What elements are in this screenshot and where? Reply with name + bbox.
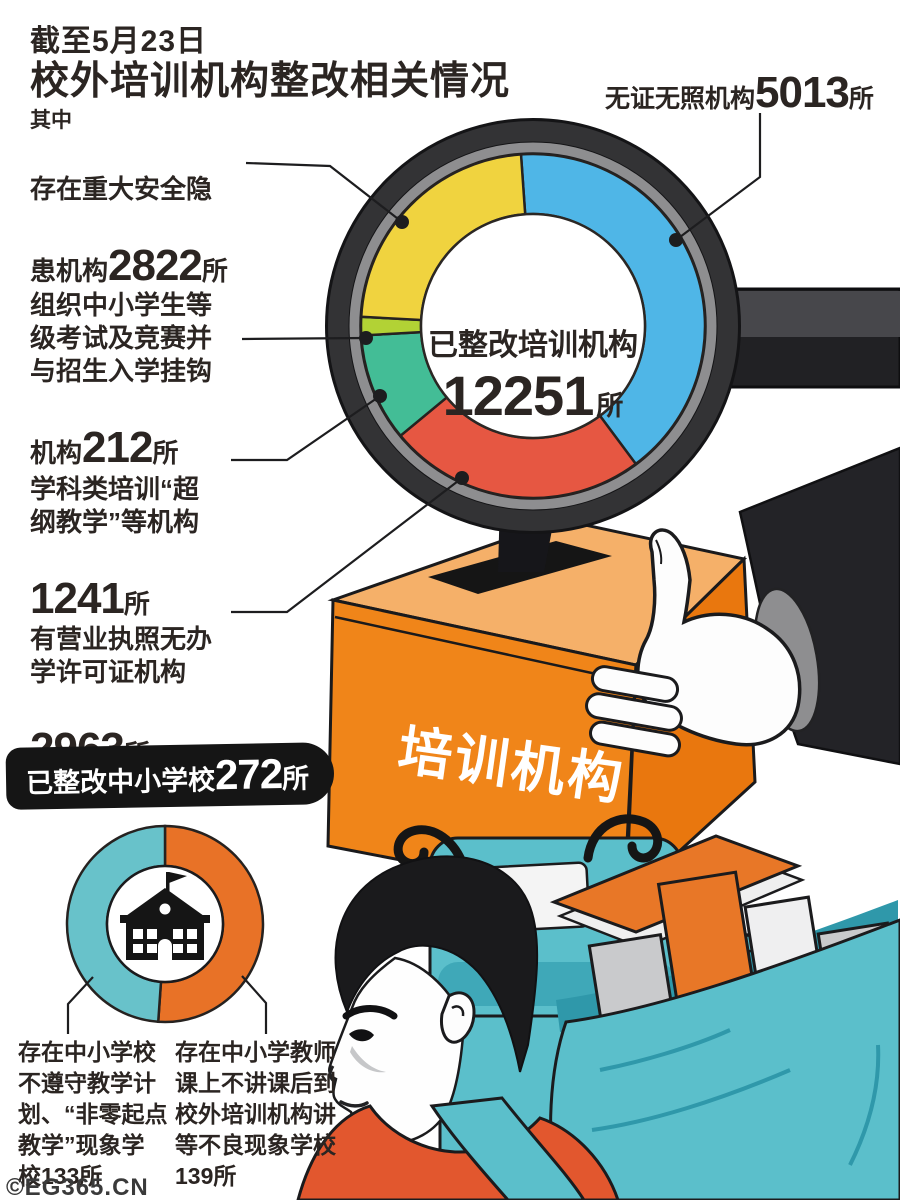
- callout-exam: 组织中小学生等 级考试及竞赛并 与招生入学挂钩 机构 212 所: [30, 256, 212, 504]
- callout-exam-pre: 机构: [30, 438, 83, 468]
- pouch-front: [549, 918, 900, 1200]
- qualifier-label: 其中: [30, 109, 72, 132]
- schools-banner-value: 272: [214, 750, 283, 799]
- callout-nocert-pre: 无证无照机构: [605, 85, 756, 113]
- magnifier-rim-gray: [349, 142, 717, 510]
- leader-safety: [245, 161, 403, 223]
- schools-banner: 已整改中小学校 272 所: [5, 742, 335, 810]
- leader-exam: [241, 336, 367, 341]
- glove-thumbnail: [655, 539, 663, 565]
- callout-dots: [359, 215, 683, 485]
- callout-exam-unit: 所: [152, 438, 179, 468]
- leader-note-left: [66, 976, 94, 1034]
- school-window: [187, 944, 197, 953]
- donut-center-title: 已整改培训机构: [428, 329, 638, 362]
- school-cornice: [120, 915, 210, 923]
- donut-center-label: 已整改培训机构 12251 所: [393, 320, 673, 424]
- callout-leader-lines: [231, 113, 762, 614]
- glove-finger: [585, 692, 683, 732]
- leader-beyond: [231, 395, 381, 462]
- glove-finger: [589, 720, 681, 758]
- school-door: [158, 939, 172, 960]
- callout-nocert-value: 5013: [755, 68, 850, 117]
- callout-license-text: 有营业执照无办 学许可证机构: [30, 624, 213, 687]
- school-window: [133, 944, 143, 953]
- note-left: 存在中小学校 不遵守教学计 划、“非零起点 教学”现象学 校133所: [18, 1039, 168, 1189]
- leader-note-right: [241, 975, 268, 1034]
- strap-curl-right: [583, 814, 663, 863]
- callout-exam-value: 212: [82, 423, 153, 472]
- donut-center-unit: 所: [596, 391, 624, 421]
- schools-banner-inner: 已整改中小学校 272 所: [25, 750, 310, 801]
- callout-safety-text: 存在重大安全隐: [30, 174, 213, 204]
- callout-beyond: 学科类培训“超 纲教学”等机构 1241 所: [30, 440, 199, 655]
- dot-beyond: [373, 389, 387, 403]
- callout-safety: 存在重大安全隐 患机构 2822 所: [30, 140, 228, 322]
- title-date: 截至5月23日: [30, 25, 208, 58]
- school-window: [133, 929, 143, 939]
- callout-safety-numline: 患机构 2822 所: [30, 241, 228, 290]
- pouch-wrinkle: [848, 1044, 881, 1166]
- boy-eye: [349, 1029, 374, 1042]
- student-boy: [296, 855, 620, 1200]
- page-title: 校外培训机构整改相关情况: [30, 60, 511, 103]
- callout-exam-numline: 机构 212 所: [30, 423, 212, 472]
- callout-beyond-numline: 1241 所: [30, 574, 199, 623]
- boy-hair: [334, 855, 539, 1073]
- callout-nocert-unit: 所: [848, 85, 874, 113]
- leader-license: [231, 477, 463, 614]
- school-icon: [120, 872, 210, 960]
- pouch-wrinkle: [591, 1068, 791, 1132]
- dot-exam: [359, 331, 373, 345]
- boy-ear-inner: [451, 1005, 465, 1017]
- note-right: 存在中小学教师 课上不讲课后到 校外培训机构讲 等不良现象学校 139所: [175, 1039, 336, 1189]
- schools-banner-unit: 所: [281, 763, 310, 794]
- callout-safety-value: 2822: [108, 241, 203, 290]
- credit-footer: ©EG365.CN: [6, 1174, 149, 1200]
- boy-cheek-shade: [350, 1046, 386, 1073]
- pouch-wrinkle: [599, 1028, 731, 1072]
- callout-beyond-value: 1241: [30, 574, 125, 623]
- callout-safety-unit: 所: [201, 256, 228, 286]
- school-window: [147, 929, 157, 939]
- boy-ear: [440, 991, 476, 1044]
- callout-nocert: 无证无照机构 5013 所: [605, 68, 874, 117]
- callout-safety-pre: 患机构: [30, 256, 109, 286]
- school-window: [187, 929, 197, 939]
- school-leader-lines: [66, 975, 268, 1034]
- callout-beyond-unit: 所: [123, 589, 150, 619]
- callout-exam-text: 组织中小学生等 级考试及竞赛并 与招生入学挂钩: [30, 290, 213, 386]
- school-window: [173, 929, 183, 939]
- school-clock: [159, 903, 171, 915]
- dot-license: [455, 471, 469, 485]
- callout-beyond-text: 学科类培训“超 纲教学”等机构: [30, 474, 200, 537]
- donut-center-value: 12251: [442, 364, 595, 427]
- donut-center-numrow: 12251 所: [393, 368, 673, 424]
- school-roof: [126, 888, 204, 916]
- dot-safety: [395, 215, 409, 229]
- magnifier-rim-dark: [326, 119, 740, 533]
- inspector-arm: [585, 446, 900, 766]
- school-flag-pole: [166, 872, 170, 894]
- backpack: [393, 814, 900, 1200]
- school-flag: [169, 872, 187, 883]
- donut-center-circle: [419, 212, 647, 440]
- box-rim-line: [334, 615, 634, 684]
- boy-nose: [328, 1065, 336, 1084]
- boy-mouth: [339, 1100, 369, 1108]
- backpack-strap: [429, 1096, 586, 1200]
- magnifier-rim-outline: [325, 118, 741, 534]
- schools-banner-text: 已整改中小学校: [25, 765, 216, 799]
- school-window: [147, 944, 157, 953]
- leader-nocert: [675, 113, 762, 241]
- boy-eyebrow: [342, 1005, 398, 1020]
- glove-finger: [590, 665, 680, 703]
- dot-nocert: [669, 233, 683, 247]
- school-window: [173, 944, 183, 953]
